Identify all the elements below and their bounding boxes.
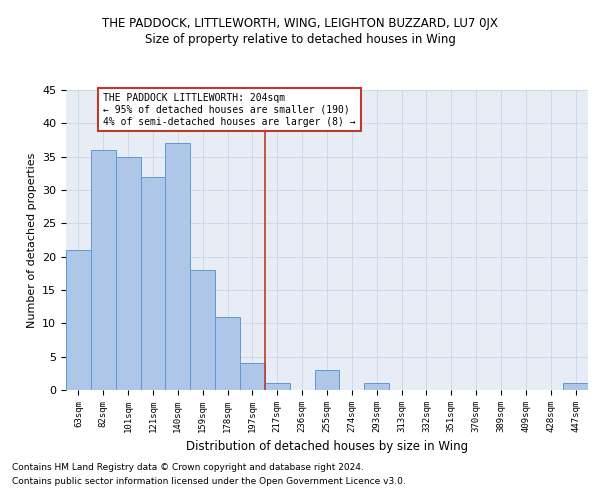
Bar [66, 250, 91, 390]
Text: Contains HM Land Registry data © Crown copyright and database right 2024.: Contains HM Land Registry data © Crown c… [12, 464, 364, 472]
Bar [91, 150, 116, 390]
Bar [240, 364, 265, 390]
Bar [166, 144, 190, 390]
Y-axis label: Number of detached properties: Number of detached properties [26, 152, 37, 328]
Text: THE PADDOCK LITTLEWORTH: 204sqm
← 95% of detached houses are smaller (190)
4% of: THE PADDOCK LITTLEWORTH: 204sqm ← 95% of… [103, 94, 356, 126]
Text: Size of property relative to detached houses in Wing: Size of property relative to detached ho… [145, 32, 455, 46]
Text: Contains public sector information licensed under the Open Government Licence v3: Contains public sector information licen… [12, 477, 406, 486]
Bar [116, 156, 140, 390]
Bar [140, 176, 166, 390]
Bar [265, 384, 290, 390]
Text: THE PADDOCK, LITTLEWORTH, WING, LEIGHTON BUZZARD, LU7 0JX: THE PADDOCK, LITTLEWORTH, WING, LEIGHTON… [102, 18, 498, 30]
Bar [563, 384, 588, 390]
Bar [364, 384, 389, 390]
Bar [215, 316, 240, 390]
Bar [314, 370, 340, 390]
X-axis label: Distribution of detached houses by size in Wing: Distribution of detached houses by size … [186, 440, 468, 454]
Bar [190, 270, 215, 390]
